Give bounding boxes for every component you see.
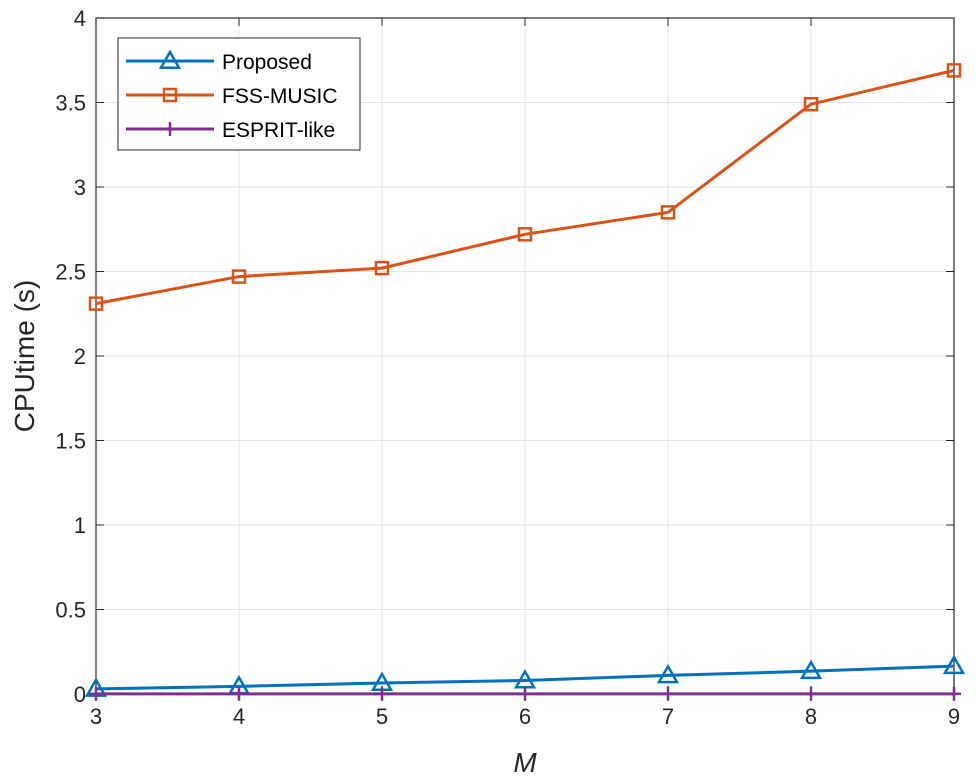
series-fss-music [88,63,962,311]
legend-item-esprit-like: ESPRIT-like [126,119,335,142]
data-point-fss-music [231,269,247,284]
legend: Proposed FSS-MUSIC ESPRIT-like [117,37,361,151]
x-tick-label: 4 [233,704,245,729]
x-tick-label: 9 [948,704,960,729]
legend-item-fss-music: FSS-MUSIC [126,85,338,108]
data-point-proposed [942,654,966,675]
grid-lines [95,17,955,695]
x-tick-label: 5 [376,704,388,729]
data-point-esprit-like [661,686,675,701]
legend-label-esprit-like: ESPRIT-like [222,119,335,142]
data-point-esprit-like [804,686,818,701]
x-tick-label: 7 [662,704,674,729]
series-line-proposed [95,664,955,691]
legend-marker-esprit-like [163,122,177,136]
series-esprit-like [89,686,961,701]
data-point-esprit-like [518,686,532,701]
legend-label-proposed: Proposed [222,51,312,74]
data-point-proposed [656,663,680,684]
x-axis-label: M [513,747,537,778]
y-tick-label: 1 [74,513,86,538]
series-line-fss-music [95,68,955,306]
y-tick-label: 3 [74,175,86,200]
x-tick-label: 8 [805,704,817,729]
data-point-esprit-like [89,686,103,701]
x-tick-label: 3 [90,704,102,729]
y-tick-label: 4 [74,6,86,31]
data-point-fss-music [517,227,533,242]
y-tick-label: 3.5 [55,91,86,116]
legend-marker-proposed [158,49,182,69]
y-tick-label: 0.5 [55,598,86,623]
legend-marker-fss-music [162,87,178,103]
x-tick-label: 6 [519,704,531,729]
data-point-fss-music [803,96,819,112]
y-tick-label: 1.5 [55,429,86,454]
legend-item-proposed: Proposed [126,49,312,74]
y-tick-label: 2 [74,344,86,369]
data-point-fss-music [374,260,390,276]
y-tick-label: 0 [74,682,86,707]
data-point-proposed [799,659,823,680]
data-point-fss-music [946,63,962,78]
y-axis-label: CPUtime (s) [9,280,40,432]
data-point-fss-music [88,296,104,311]
data-point-esprit-like [947,686,961,701]
data-point-fss-music [660,205,676,220]
y-tick-label: 2.5 [55,260,86,285]
tick-labels: 3 4 5 6 7 8 9 0 0.5 1 1.5 2 2.5 3 3.5 4 [55,6,960,729]
data-point-esprit-like [232,686,246,701]
legend-label-fss-music: FSS-MUSIC [222,85,338,108]
data-point-esprit-like [375,686,389,701]
series-group [84,63,966,701]
